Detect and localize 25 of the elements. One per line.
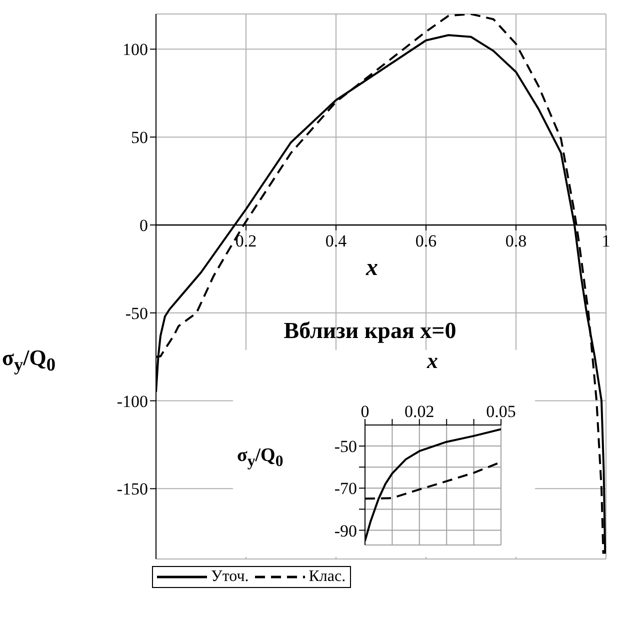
x-tick-label: 0 <box>360 402 370 421</box>
x-tick-label: 0.6 <box>415 231 437 250</box>
y-tick-label: -50 <box>334 437 357 456</box>
x-tick-label: 0.05 <box>486 402 516 421</box>
chart-title: Вблизи края x=0 <box>282 318 458 344</box>
y-tick-label: 50 <box>131 128 148 148</box>
y-tick-label: 100 <box>122 40 148 60</box>
x-axis-title: x <box>366 255 378 282</box>
x-tick-label: 0.2 <box>235 231 257 250</box>
legend-label: Клас. <box>308 568 346 586</box>
y-tick-label: 0 <box>140 216 148 236</box>
y-tick-label: -70 <box>334 479 357 498</box>
x-axis-title: x <box>427 348 438 374</box>
legend-label: Уточ. <box>211 568 249 586</box>
y-tick-label: -150 <box>116 480 148 499</box>
y-tick-label: -100 <box>116 392 148 411</box>
line-series <box>365 428 501 542</box>
x-tick-label: 0.4 <box>325 231 348 250</box>
x-tick-label: 1 <box>602 231 610 250</box>
y-axis-title: σ$_{y}$/Q$_{0}$ <box>2 345 57 376</box>
x-tick-label: 0.8 <box>505 231 527 250</box>
y-tick-label: -90 <box>334 521 357 540</box>
y-axis-title: σ$_{y}$/Q$_{0}$ <box>237 445 284 471</box>
x-tick-label: 0.02 <box>404 402 434 421</box>
y-tick-label: -50 <box>125 304 148 323</box>
